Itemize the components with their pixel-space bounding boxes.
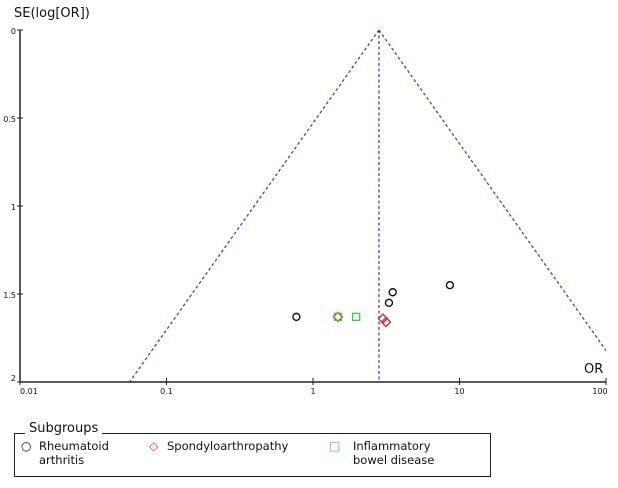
x-tick-label: 0.01 [20, 387, 38, 396]
legend-item-spondyloarthropathy: ◇ Spondyloarthropathy [149, 439, 288, 453]
legend: Subgroups ○ Rheumatoid arthritis ◇ Spondy… [14, 421, 491, 477]
y-axis-label: SE(log[OR]) [14, 6, 90, 21]
legend-label: Rheumatoid [39, 439, 109, 453]
data-point-rheumatoid-arthritis [384, 298, 394, 307]
funnel-plot: SE(log[OR]) OR 0 0.5 1 1.5 2 0.01 0.1 1 10 100 [3, 6, 607, 396]
y-tick-label: 0.5 [3, 115, 16, 124]
data-point-spondyloarthropathy [380, 316, 392, 328]
square-icon: □ [329, 439, 341, 453]
legend-label: arthritis [39, 453, 85, 467]
data-point-rheumatoid-arthritis [292, 312, 301, 322]
x-axis-label: OR [584, 362, 603, 377]
legend-label: Inflammatory [353, 439, 431, 453]
x-tick-label: 100 [592, 387, 607, 396]
funnel-left-limit [129, 30, 380, 382]
data-point-rheumatoid-arthritis [445, 281, 455, 290]
diamond-icon: ◇ [149, 439, 159, 453]
circle-icon: ○ [21, 439, 32, 453]
y-tick-label: 1 [11, 203, 16, 212]
legend-item-rheumatoid-arthritis: ○ Rheumatoid arthritis [21, 439, 109, 467]
y-tick-label: 0 [11, 27, 16, 36]
legend-title: Subgroups [25, 421, 103, 436]
data-point-inflammatory-bowel-disease [333, 312, 343, 322]
data-point-rheumatoid-arthritis [388, 288, 397, 297]
legend-item-inflammatory-bowel-disease: □ Inflammatory bowel disease [329, 439, 434, 467]
x-tick-label: 10 [454, 387, 464, 396]
y-tick-label: 2 [11, 374, 16, 383]
y-tick-label: 1.5 [3, 291, 16, 300]
data-point-inflammatory-bowel-disease [351, 312, 361, 322]
legend-label: bowel disease [353, 453, 435, 467]
funnel-right-limit [378, 30, 606, 352]
legend-label: Spondyloarthropathy [167, 439, 289, 453]
x-tick-label: 0.1 [160, 387, 173, 396]
x-tick-label: 1 [310, 387, 315, 396]
